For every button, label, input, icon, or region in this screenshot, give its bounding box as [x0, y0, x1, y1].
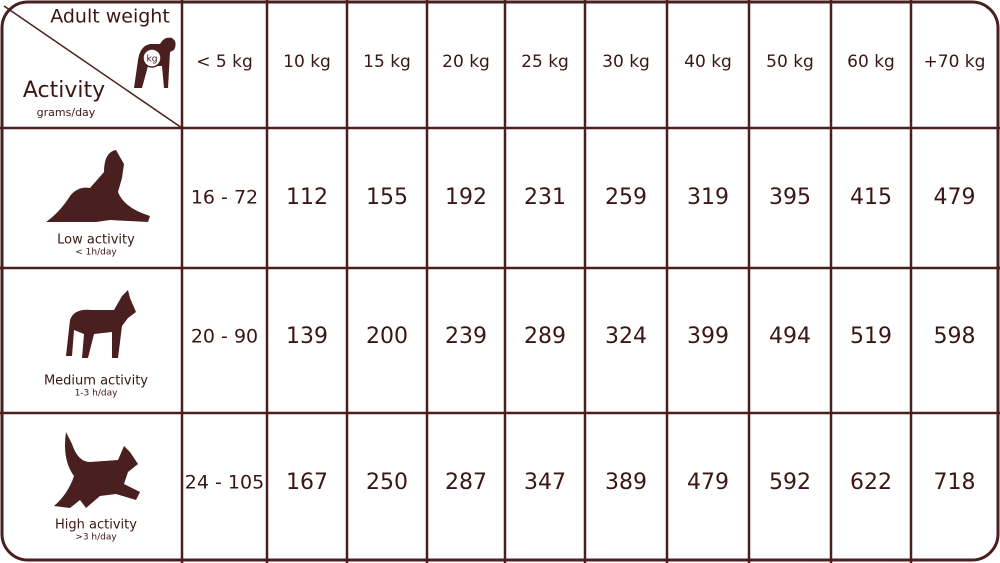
- cell-value: 192: [445, 185, 487, 210]
- cell-value: 479: [687, 470, 729, 495]
- cell-value: 592: [769, 470, 811, 495]
- column-header: 20 kg: [442, 52, 490, 72]
- column-header: 25 kg: [521, 52, 569, 72]
- cell-value: 167: [286, 470, 328, 495]
- cell-value: 519: [850, 324, 892, 349]
- cell-value: 20 - 90: [191, 326, 258, 348]
- cell-value: 200: [366, 324, 408, 349]
- cell-value: 399: [687, 324, 729, 349]
- lying-dog-icon: [46, 150, 150, 222]
- cell-value: 395: [769, 185, 811, 210]
- cell-value: 16 - 72: [191, 187, 258, 209]
- row-sublabel: 1-3 h/day: [75, 389, 119, 399]
- column-header: 30 kg: [602, 52, 650, 72]
- cell-value: 319: [687, 185, 729, 210]
- column-header: < 5 kg: [196, 52, 253, 72]
- cell-value: 155: [366, 185, 408, 210]
- column-header: 15 kg: [363, 52, 411, 72]
- standing-dog-icon: [66, 290, 136, 358]
- cell-value: 289: [524, 324, 566, 349]
- corner-diagonal: [3, 5, 183, 129]
- cell-value: 24 - 105: [185, 472, 264, 494]
- column-header: 50 kg: [766, 52, 814, 72]
- cell-value: 287: [445, 470, 487, 495]
- cell-value: 259: [605, 185, 647, 210]
- row-sublabel: < 1h/day: [75, 248, 117, 258]
- row-sublabel: >3 h/day: [75, 533, 117, 543]
- row-label: Low activity: [57, 233, 135, 248]
- cell-value: 324: [605, 324, 647, 349]
- cell-value: 598: [934, 324, 976, 349]
- cell-value: 415: [850, 185, 892, 210]
- tag-text: kg: [147, 55, 158, 65]
- weight-label: Adult weight: [50, 6, 170, 28]
- cell-value: 112: [286, 185, 328, 210]
- column-header: 40 kg: [684, 52, 732, 72]
- running-dog-icon: [54, 432, 140, 508]
- activity-label: Activity: [23, 78, 105, 103]
- corner-dog-icon: [134, 37, 176, 88]
- cell-value: 389: [605, 470, 647, 495]
- row-label: High activity: [55, 518, 137, 533]
- cell-value: 479: [934, 185, 976, 210]
- cell-value: 494: [769, 324, 811, 349]
- column-header: +70 kg: [924, 52, 986, 72]
- unit-label: grams/day: [37, 106, 96, 119]
- cell-value: 347: [524, 470, 566, 495]
- row-label: Medium activity: [44, 374, 148, 389]
- cell-value: 250: [366, 470, 408, 495]
- column-header: 60 kg: [847, 52, 895, 72]
- cell-value: 231: [524, 185, 566, 210]
- cell-value: 139: [286, 324, 328, 349]
- column-header: 10 kg: [283, 52, 331, 72]
- cell-value: 239: [445, 324, 487, 349]
- cell-value: 622: [850, 470, 892, 495]
- cell-value: 718: [934, 470, 976, 495]
